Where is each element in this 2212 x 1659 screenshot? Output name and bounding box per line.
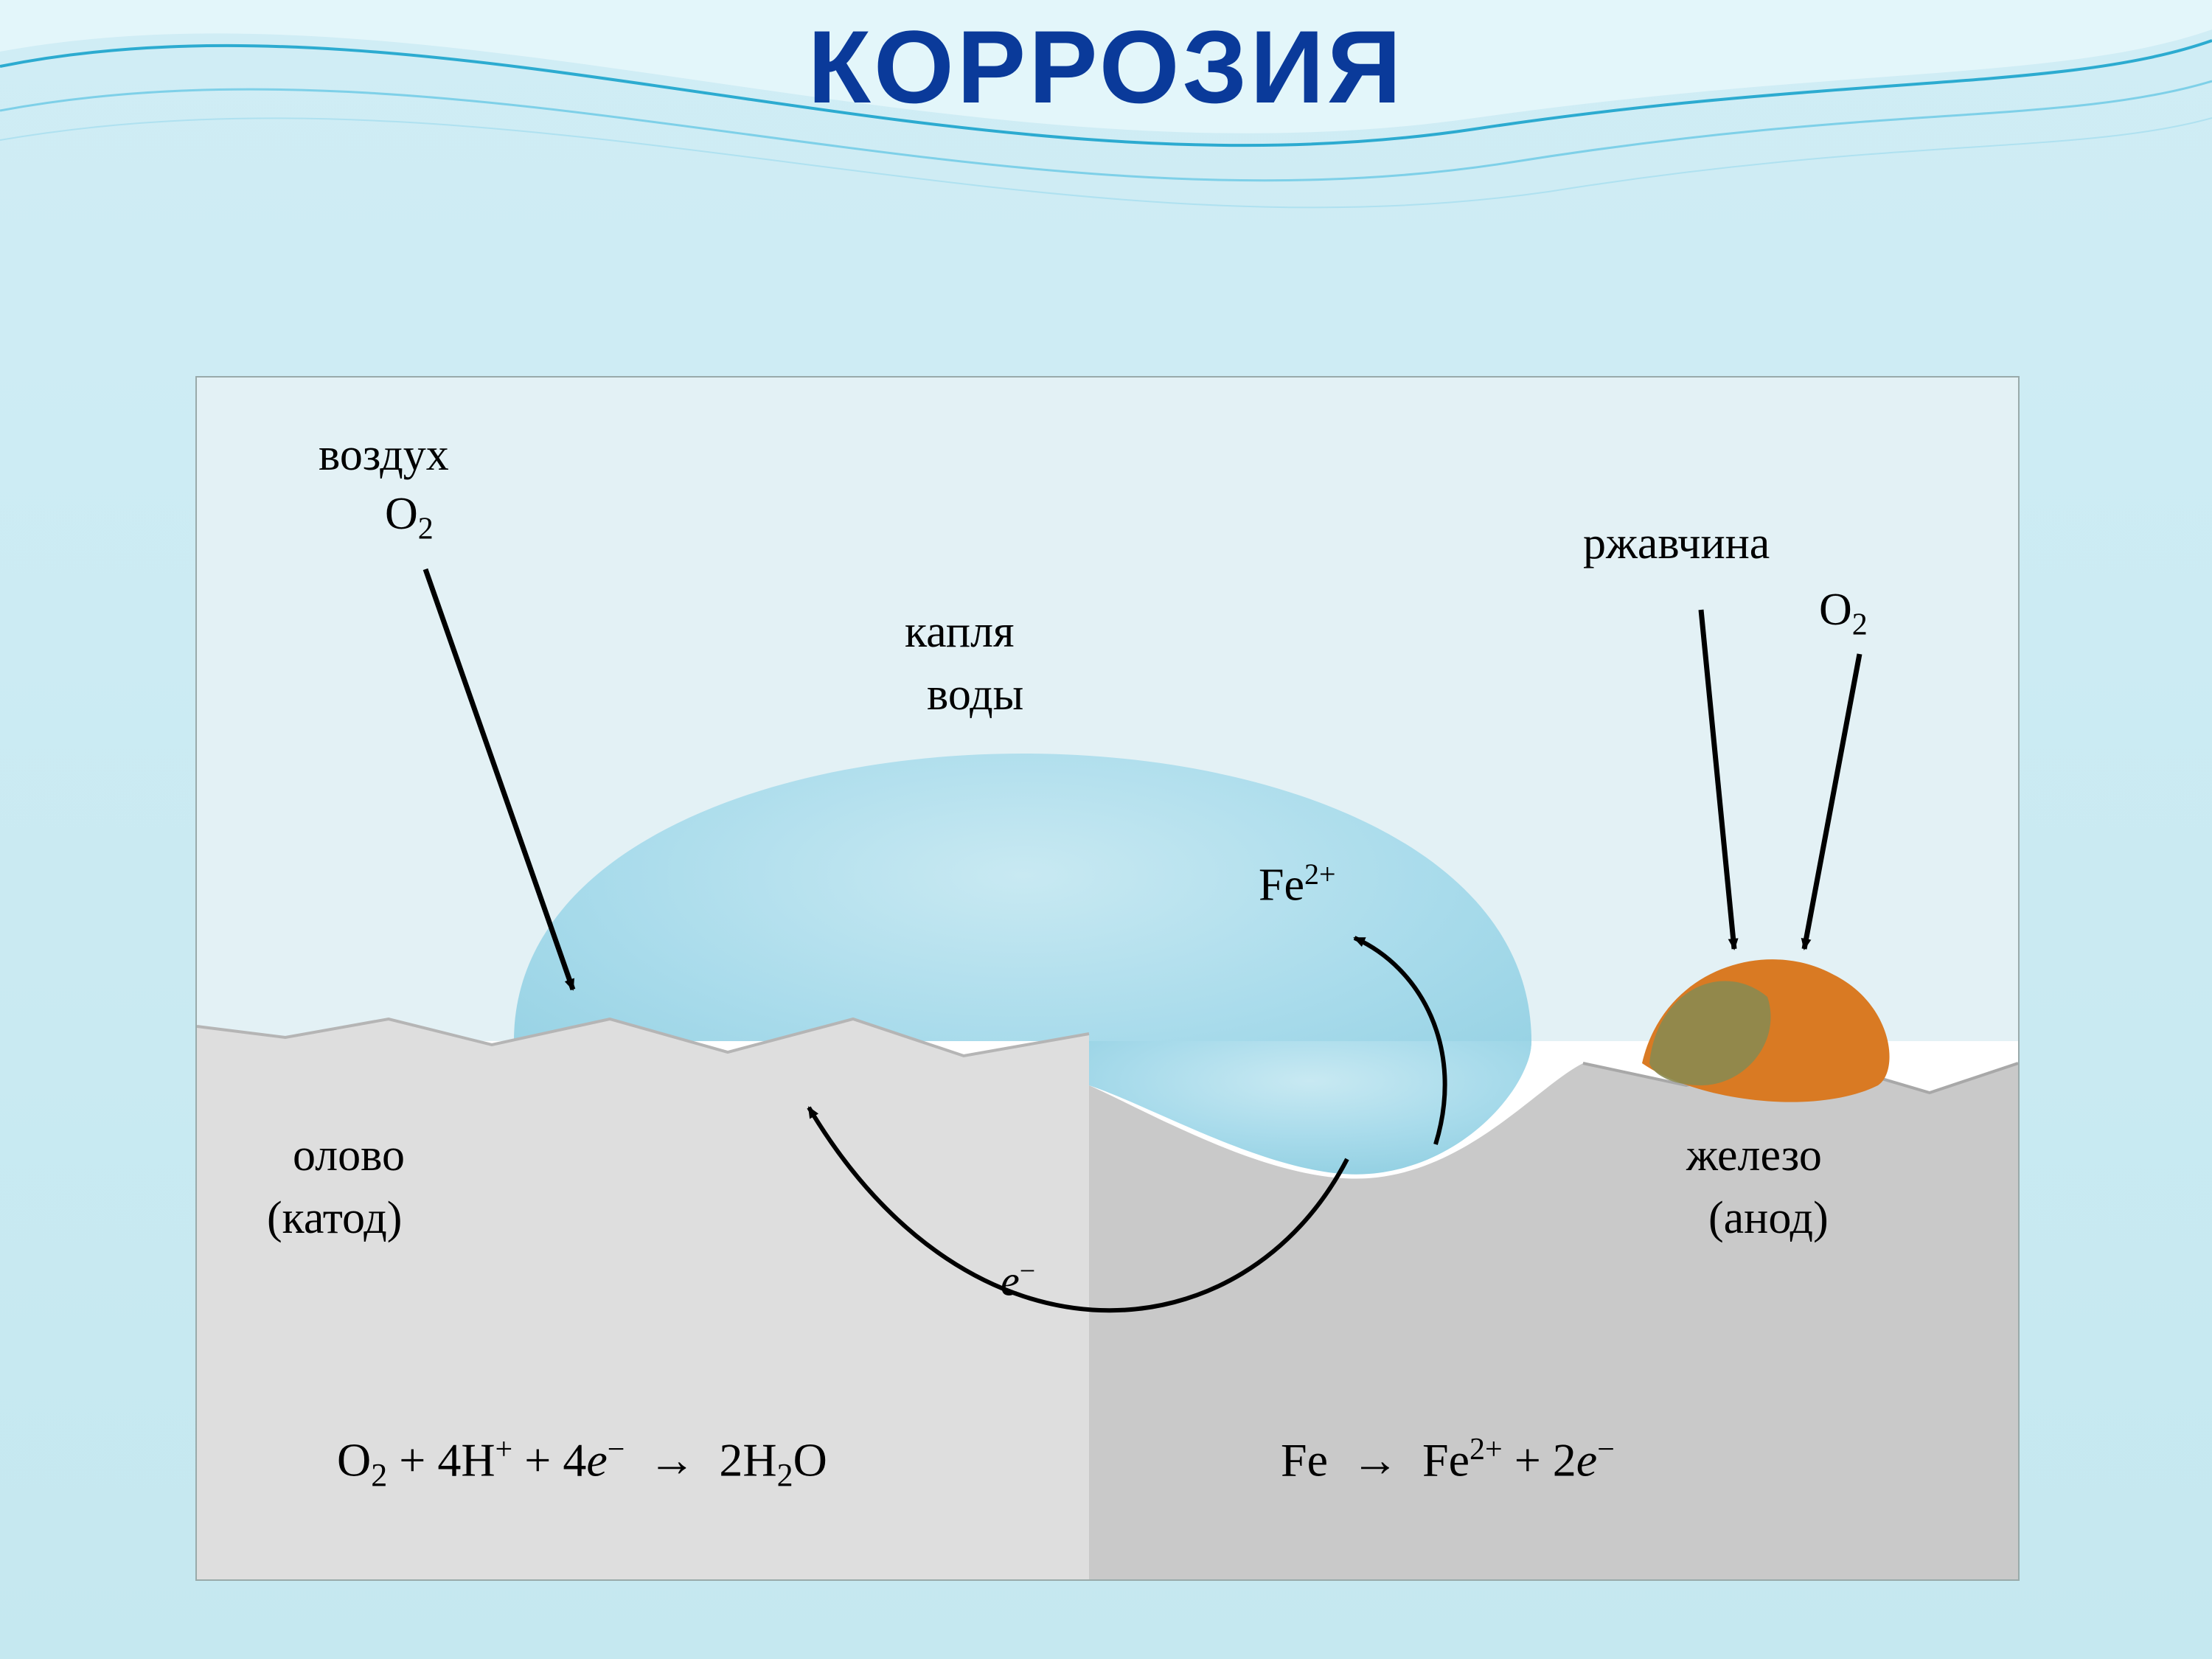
label-tin-2: (катод) bbox=[267, 1192, 402, 1245]
equation-cathode: O2 + 4H+ + 4e− → 2H2O bbox=[337, 1432, 827, 1494]
label-iron-1: железо bbox=[1686, 1130, 1822, 1182]
label-electron: e− bbox=[1001, 1255, 1035, 1305]
slide-title: КОРРОЗИЯ bbox=[0, 7, 2212, 127]
label-iron-2: (анод) bbox=[1708, 1192, 1829, 1245]
label-tin-1: олово bbox=[293, 1130, 405, 1182]
corrosion-diagram: воздух O2 капля воды ржавчина O2 Fe2+ e−… bbox=[195, 376, 2020, 1581]
slide: КОРРОЗИЯ bbox=[0, 0, 2212, 1659]
label-droplet-1: капля bbox=[905, 606, 1015, 658]
label-air: воздух bbox=[319, 429, 449, 481]
tin-region bbox=[197, 1019, 1089, 1579]
label-rust: ржавчина bbox=[1583, 518, 1770, 570]
label-o2-air: O2 bbox=[385, 488, 434, 546]
label-droplet-2: воды bbox=[927, 669, 1023, 721]
equation-anode: Fe → Fe2+ + 2e− bbox=[1281, 1432, 1615, 1487]
label-o2-rust: O2 bbox=[1819, 584, 1868, 642]
label-fe2: Fe2+ bbox=[1259, 857, 1336, 912]
